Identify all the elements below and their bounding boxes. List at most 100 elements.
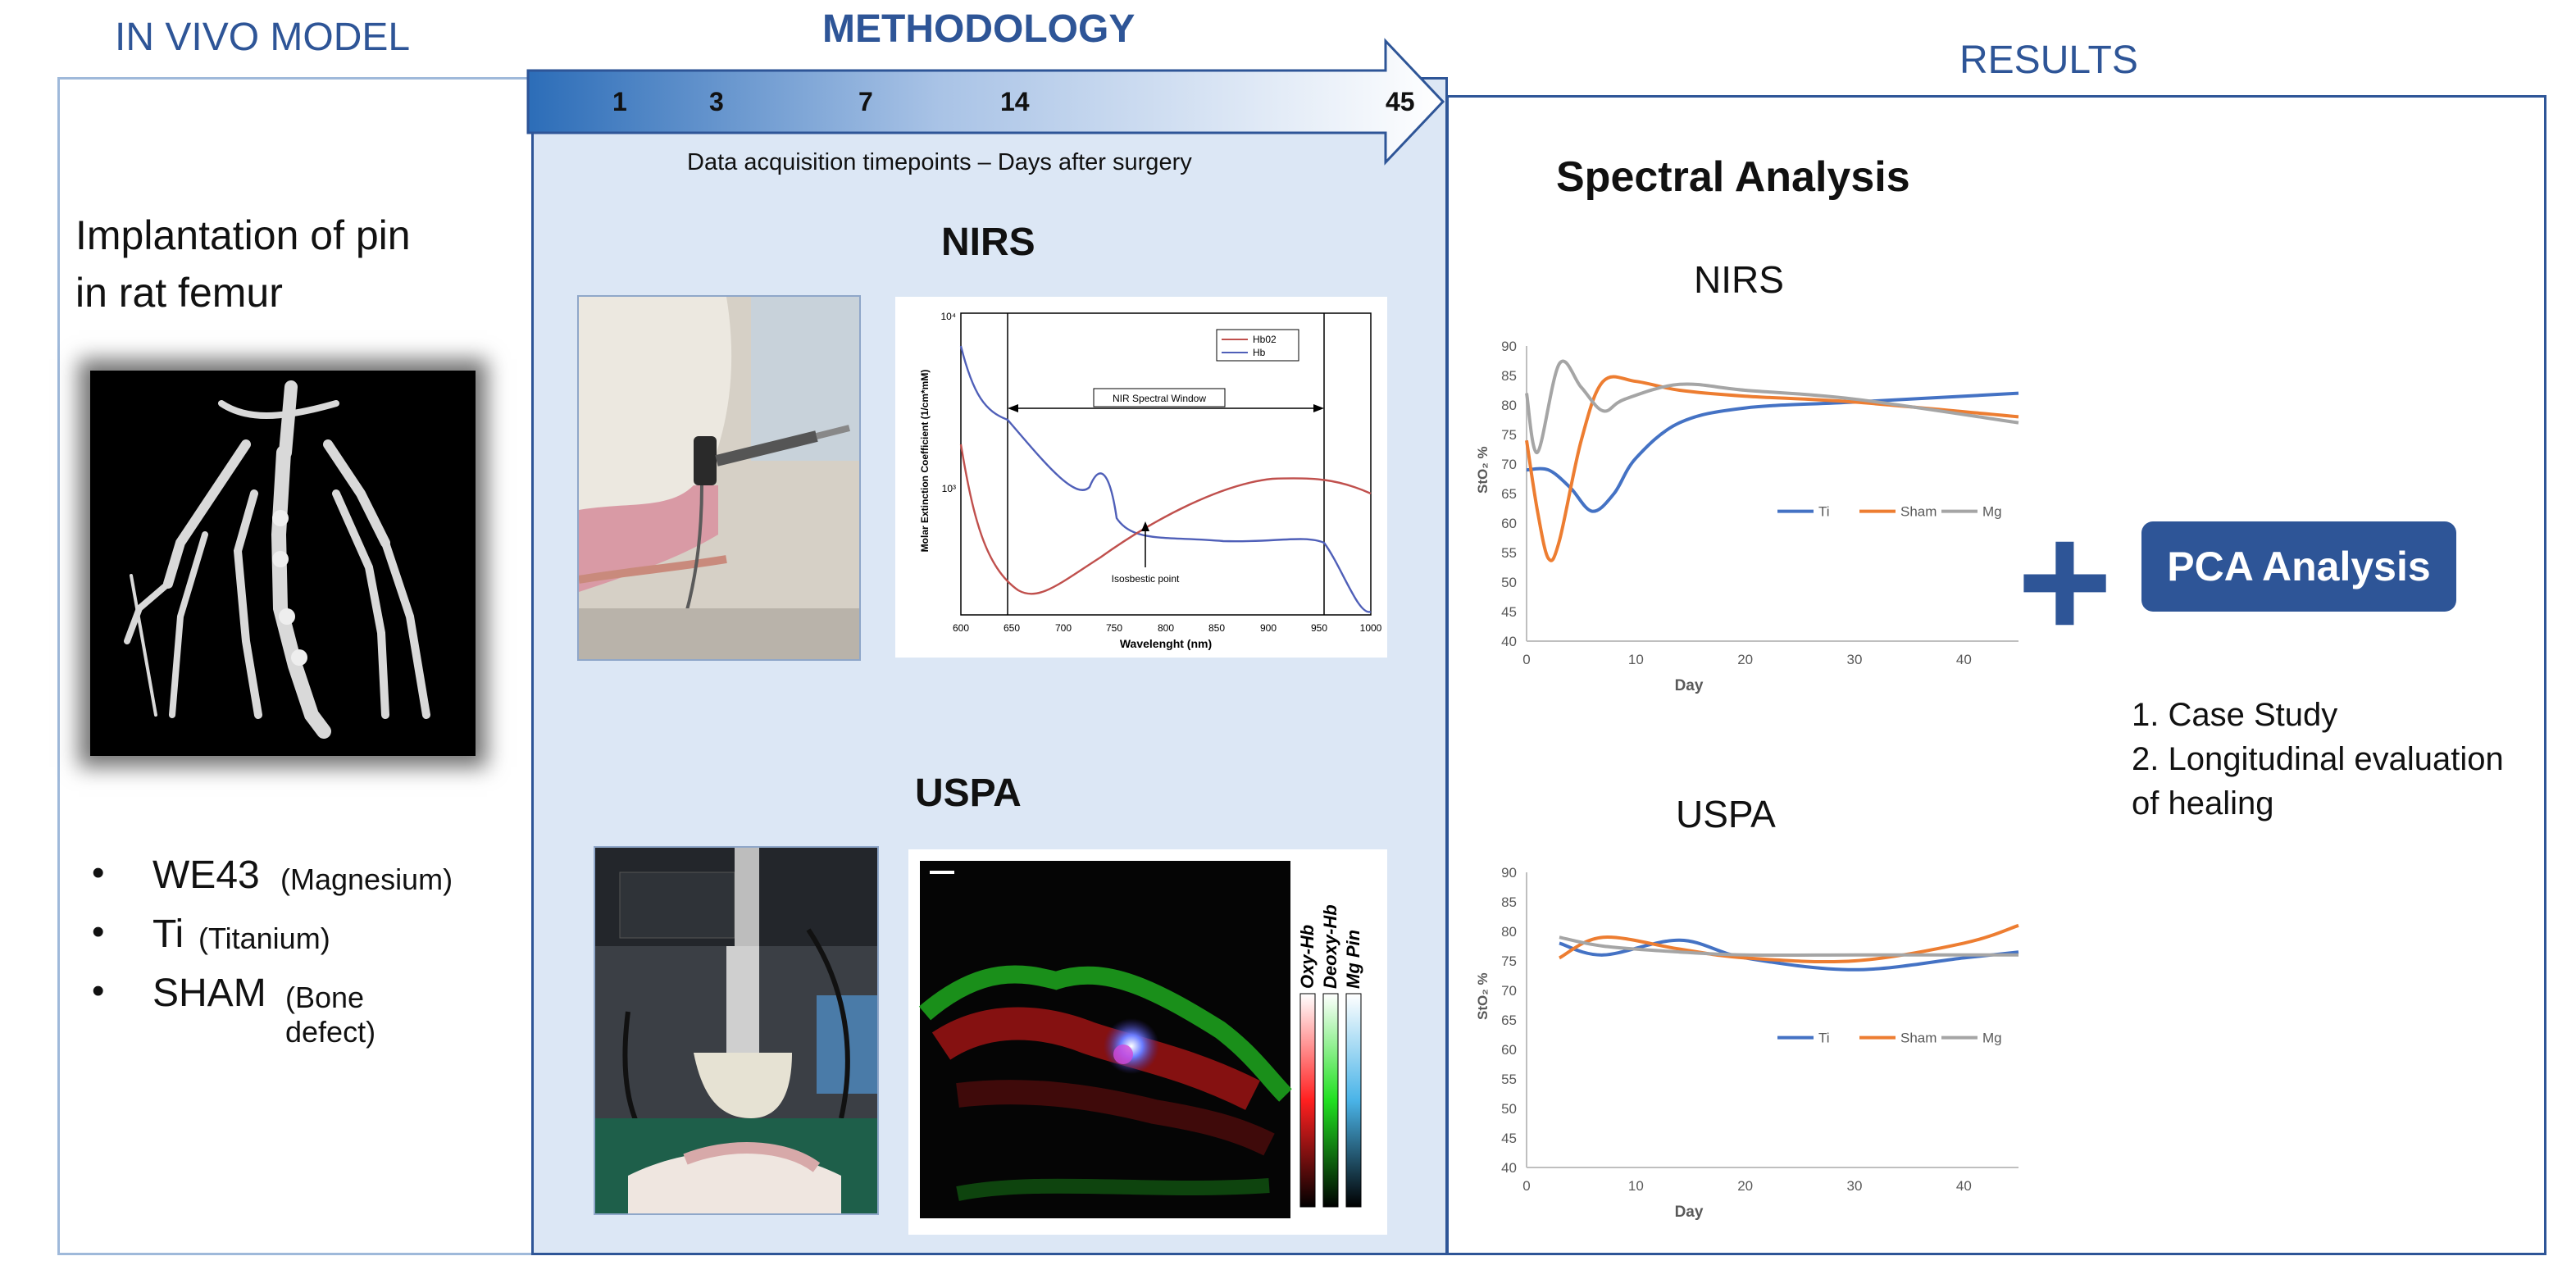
uspa-photo-illustration: [595, 848, 877, 1213]
nirs-photo: [577, 295, 861, 661]
uspa-section-label: USPA: [915, 771, 1022, 815]
xtick: 600: [953, 622, 969, 634]
implantation-title-line2: in rat femur: [75, 270, 283, 316]
legend-hb: Hb: [1253, 347, 1266, 358]
y-tick-label: 45: [1501, 1131, 1517, 1146]
x-tick-label: 30: [1847, 652, 1863, 667]
xtick: 850: [1208, 622, 1225, 634]
pca-analysis-label: PCA Analysis: [2167, 544, 2431, 589]
results-header: RESULTS: [1959, 39, 2138, 82]
y-tick-label: 50: [1501, 575, 1517, 590]
timeline-day-14: 14: [1000, 87, 1030, 116]
xtick: 950: [1311, 622, 1327, 634]
xtick: 1000: [1360, 622, 1382, 634]
results-nirs-title: NIRS: [1694, 258, 1784, 301]
legend-label-ti: Ti: [1818, 504, 1830, 520]
results-uspa-title: USPA: [1676, 793, 1776, 835]
legend-label-sham: Sham: [1900, 1031, 1937, 1046]
bullet: •: [92, 971, 105, 1011]
xtick: 800: [1158, 622, 1174, 634]
nirs-spectrum-svg: NIR Spectral Window Isosbestic point Hb0…: [919, 311, 1382, 650]
y-tick-label: 90: [1501, 339, 1517, 354]
group-name: WE43: [152, 853, 260, 897]
y-tick-label: 75: [1501, 953, 1517, 969]
y-tick-label: 75: [1501, 427, 1517, 443]
results-list-item-3: of healing: [2132, 785, 2274, 821]
bullet: •: [92, 853, 105, 893]
results-panel: [1446, 95, 2546, 1255]
ytick-mid: 10³: [942, 483, 956, 494]
y-tick-label: 70: [1501, 983, 1517, 999]
x-tick-label: 10: [1628, 1178, 1644, 1194]
timeline-day-3: 3: [709, 87, 724, 116]
uspa-sto2-chart: 40 45 50 55 60 65 70 75 80 85 90 0 10 20 30 40 Day StO₂ %…: [1475, 865, 2019, 1221]
x-tick-label: 20: [1737, 652, 1753, 667]
series-line-sham: [1525, 375, 2019, 562]
y-tick-label: 60: [1501, 1042, 1517, 1058]
colorbar-oxy-label: Oxy-Hb: [1297, 925, 1318, 989]
uspa-photo: [594, 846, 879, 1215]
spectrum-ylabel: Molar Extinction Coefficient (1/cm*mM): [919, 370, 931, 553]
x-tick-label: 0: [1522, 1178, 1530, 1194]
group-detail: (Bone defect): [285, 981, 376, 1049]
series-line-mg: [1559, 935, 2018, 958]
uspa-pa-image: Oxy-Hb Deoxy-Hb Mg Pin: [908, 849, 1387, 1235]
y-tick-label: 55: [1501, 545, 1517, 561]
xtick: 750: [1106, 622, 1122, 634]
y-tick-label: 70: [1501, 457, 1517, 472]
plus-sign: +: [2017, 490, 2113, 673]
series-line-mg: [1525, 359, 2019, 454]
nirs-sto2-chart: 40 45 50 55 60 65 70 75 80 85 90 0 10 20 30 40 Day StO₂ %…: [1475, 339, 2019, 694]
methodology-header: METHODOLOGY: [822, 7, 1136, 51]
pca-analysis-button[interactable]: PCA Analysis: [2141, 521, 2456, 612]
timeline-arrow: [526, 38, 1445, 166]
uspa-pa-svg: Oxy-Hb Deoxy-Hb Mg Pin: [918, 861, 1363, 1218]
x-axis-title: Day: [1675, 677, 1704, 694]
colorbar-mgpin-label: Mg Pin: [1343, 930, 1363, 989]
y-tick-label: 65: [1501, 486, 1517, 502]
legend-hbo2: Hb02: [1253, 334, 1277, 345]
nir-window-label: NIR Spectral Window: [1113, 393, 1206, 404]
x-tick-label: 30: [1847, 1178, 1863, 1194]
xtick: 650: [1004, 622, 1020, 634]
spectral-analysis-title: Spectral Analysis: [1556, 153, 1910, 201]
spectrum-xlabel: Wavelenght (nm): [1120, 637, 1212, 650]
legend-label-sham: Sham: [1900, 504, 1937, 520]
group-detail: (Titanium): [198, 922, 330, 955]
timeline-day-7: 7: [858, 87, 873, 116]
group-name: Ti: [152, 913, 184, 956]
x-tick-label: 20: [1737, 1178, 1753, 1194]
group-detail: (Magnesium): [280, 862, 453, 896]
nirs-photo-illustration: [579, 297, 859, 659]
in-vivo-header: IN VIVO MODEL: [115, 16, 411, 59]
y-tick-label: 60: [1501, 516, 1517, 531]
timeline-day-45: 45: [1386, 87, 1415, 116]
legend-label-mg: Mg: [1982, 504, 2002, 520]
y-axis-title: StO₂ %: [1475, 446, 1491, 494]
isosbestic-label: Isosbestic point: [1112, 573, 1180, 585]
y-tick-label: 85: [1501, 894, 1517, 910]
nirs-spectrum-plot: NIR Spectral Window Isosbestic point Hb0…: [895, 297, 1387, 658]
y-tick-label: 40: [1501, 634, 1517, 649]
timeline-caption: Data acquisition timepoints – Days after…: [687, 149, 1192, 175]
ytick-top: 10⁴: [940, 311, 956, 322]
x-tick-label: 0: [1522, 652, 1530, 667]
y-tick-label: 55: [1501, 1072, 1517, 1087]
y-tick-label: 85: [1501, 368, 1517, 384]
implantation-title-line1: Implantation of pin: [75, 212, 411, 258]
nirs-section-label: NIRS: [941, 221, 1035, 264]
y-tick-label: 45: [1501, 604, 1517, 620]
y-tick-label: 50: [1501, 1101, 1517, 1117]
y-tick-label: 65: [1501, 1013, 1517, 1028]
legend-label-ti: Ti: [1818, 1031, 1830, 1046]
rat-ct-image: [90, 371, 476, 756]
y-tick-label: 90: [1501, 865, 1517, 881]
x-tick-label: 40: [1956, 1178, 1972, 1194]
results-list-item-2: 2. Longitudinal evaluation: [2132, 741, 2504, 777]
x-tick-label: 10: [1628, 652, 1644, 667]
xtick: 700: [1055, 622, 1072, 634]
y-tick-label: 40: [1501, 1160, 1517, 1176]
xtick: 900: [1260, 622, 1277, 634]
series-line-sham: [1559, 923, 2019, 964]
y-axis-title: StO₂ %: [1475, 972, 1491, 1020]
